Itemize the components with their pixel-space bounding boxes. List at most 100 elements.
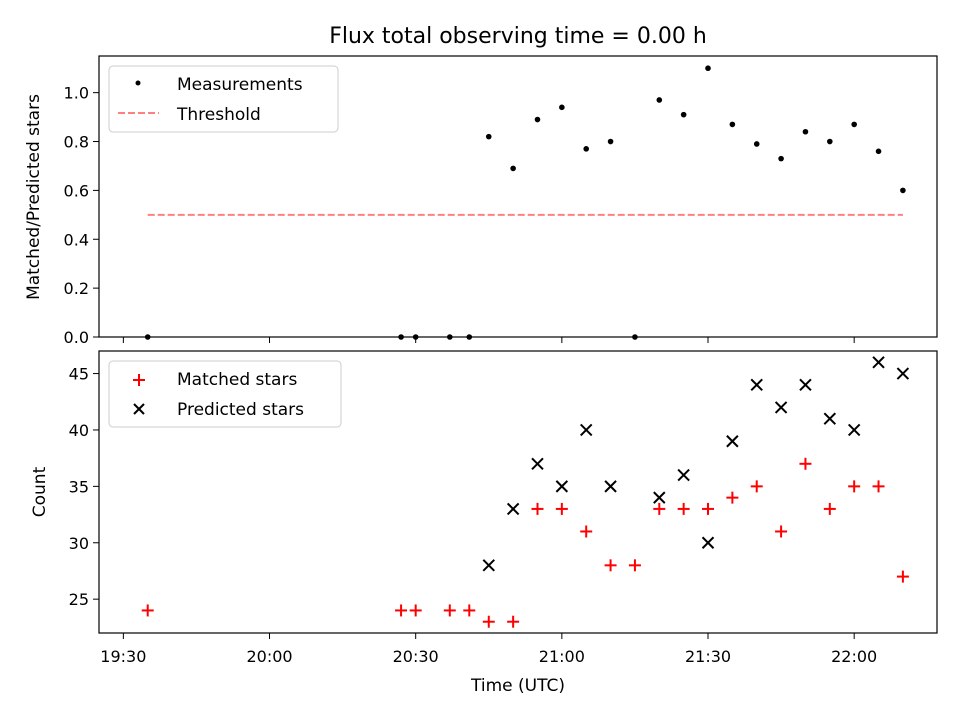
measurement-point [680, 111, 687, 118]
legend-threshold-label: Threshold [176, 105, 261, 125]
measurement-point [534, 116, 541, 123]
matched-star-point [872, 480, 885, 493]
matched-star-point [628, 559, 641, 572]
measurement-point [827, 138, 833, 145]
top-y-ticks: 0.0 0.2 0.4 0.6 0.8 1.0 [64, 84, 99, 347]
measurement-point [900, 187, 906, 194]
top-ytick-label: 0.6 [64, 181, 89, 200]
xtick-label: 22:00 [831, 647, 877, 666]
matched-star-point [799, 457, 812, 470]
matched-star-point [604, 559, 617, 572]
bottom-y-ticks: 25 30 35 40 45 [69, 365, 99, 609]
measurement-point [656, 97, 663, 103]
bottom-ytick-label: 35 [69, 477, 89, 496]
bottom-plot-marks [141, 356, 910, 628]
matched-star-point [409, 604, 422, 617]
top-ytick-label: 0.8 [64, 133, 89, 152]
bottom-ytick-label: 30 [69, 534, 89, 553]
legend-predicted-marker [133, 403, 145, 415]
predicted-star-point [580, 423, 593, 437]
top-x-ticks [122, 337, 855, 343]
xtick-label: 21:00 [539, 647, 585, 666]
matched-star-point [653, 502, 666, 515]
predicted-star-point [701, 536, 715, 549]
predicted-star-point [847, 423, 861, 437]
top-plot-marks [144, 65, 906, 340]
bottom-y-axis-label: Count [30, 466, 50, 517]
bottom-x-ticks: 19:30 20:00 20:30 21:00 21:30 22:00 [100, 633, 877, 666]
measurement-point [485, 133, 492, 140]
measurement-point [583, 146, 590, 152]
matched-star-point [677, 502, 690, 515]
measurement-point [875, 148, 882, 155]
measurement-point [705, 65, 711, 72]
predicted-star-point [677, 468, 690, 482]
matched-star-point [775, 525, 788, 538]
predicted-star-point [482, 559, 495, 572]
bottom-axes-frame [98, 350, 938, 634]
matched-star-point [823, 502, 836, 515]
bottom-ytick-label: 40 [69, 421, 89, 440]
predicted-star-point [896, 367, 910, 380]
x-axis-label: Time (UTC) [470, 676, 565, 696]
predicted-star-point [555, 480, 569, 493]
legend-predicted-label: Predicted stars [177, 400, 304, 420]
matched-star-point [531, 502, 544, 515]
xtick-label: 21:30 [685, 647, 731, 666]
measurement-point [729, 121, 736, 128]
predicted-star-point [799, 378, 812, 392]
bottom-panel: 25 30 35 40 45 19:30 20:00 20:30 21:00 21:30 22:0… [30, 350, 938, 696]
matched-star-point [463, 604, 476, 617]
top-ytick-label: 0.4 [64, 230, 89, 249]
matched-star-point [443, 604, 456, 617]
measurement-point [510, 165, 516, 172]
measurement-point [851, 121, 857, 128]
top-axes-frame [98, 55, 938, 338]
predicted-star-point [604, 480, 617, 493]
predicted-star-point [823, 412, 837, 425]
measurement-point [559, 104, 565, 111]
xtick-label: 20:00 [246, 647, 292, 666]
measurement-point [802, 128, 809, 135]
top-panel: 0.0 0.2 0.4 0.6 0.8 1.0 Matched/Predicted sta… [24, 55, 938, 347]
matched-star-point [702, 502, 715, 515]
top-y-axis-label: Matched/Predicted stars [24, 94, 44, 300]
top-legend-box [108, 65, 339, 133]
legend-matched-marker [133, 374, 145, 386]
matched-star-point [896, 570, 909, 583]
matched-star-point [726, 491, 739, 504]
matched-star-point [580, 525, 593, 538]
bottom-ytick-label: 45 [69, 365, 89, 384]
xtick-label: 19:30 [100, 647, 146, 666]
measurement-point [607, 138, 614, 145]
bottom-ytick-label: 25 [69, 590, 89, 609]
matched-star-point [482, 615, 495, 628]
measurement-point [778, 155, 784, 162]
matched-star-point [750, 480, 763, 493]
xtick-label: 20:30 [393, 647, 439, 666]
matched-star-point [395, 604, 408, 617]
top-ytick-label: 1.0 [64, 84, 89, 103]
matched-star-point [555, 502, 568, 515]
predicted-star-point [774, 401, 788, 414]
bottom-legend: Matched stars Predicted stars [108, 360, 342, 428]
matched-star-point [848, 480, 861, 493]
top-legend: Measurements Threshold [108, 65, 339, 133]
predicted-star-point [653, 491, 666, 504]
matched-star-point [507, 615, 520, 628]
matched-star-point [141, 604, 154, 617]
predicted-star-point [872, 356, 885, 369]
predicted-star-point [531, 457, 544, 471]
bottom-legend-box [108, 360, 342, 428]
legend-measurements-marker [135, 80, 141, 86]
predicted-star-point [506, 502, 520, 516]
predicted-star-point [750, 378, 763, 392]
predicted-star-point [726, 435, 739, 448]
legend-measurements-label: Measurements [177, 75, 303, 95]
top-ytick-label: 0.0 [64, 328, 89, 347]
top-ytick-label: 0.2 [64, 279, 89, 298]
legend-matched-label: Matched stars [177, 370, 297, 390]
measurement-point [753, 141, 760, 147]
chart-title: Flux total observing time = 0.00 h [329, 24, 707, 49]
